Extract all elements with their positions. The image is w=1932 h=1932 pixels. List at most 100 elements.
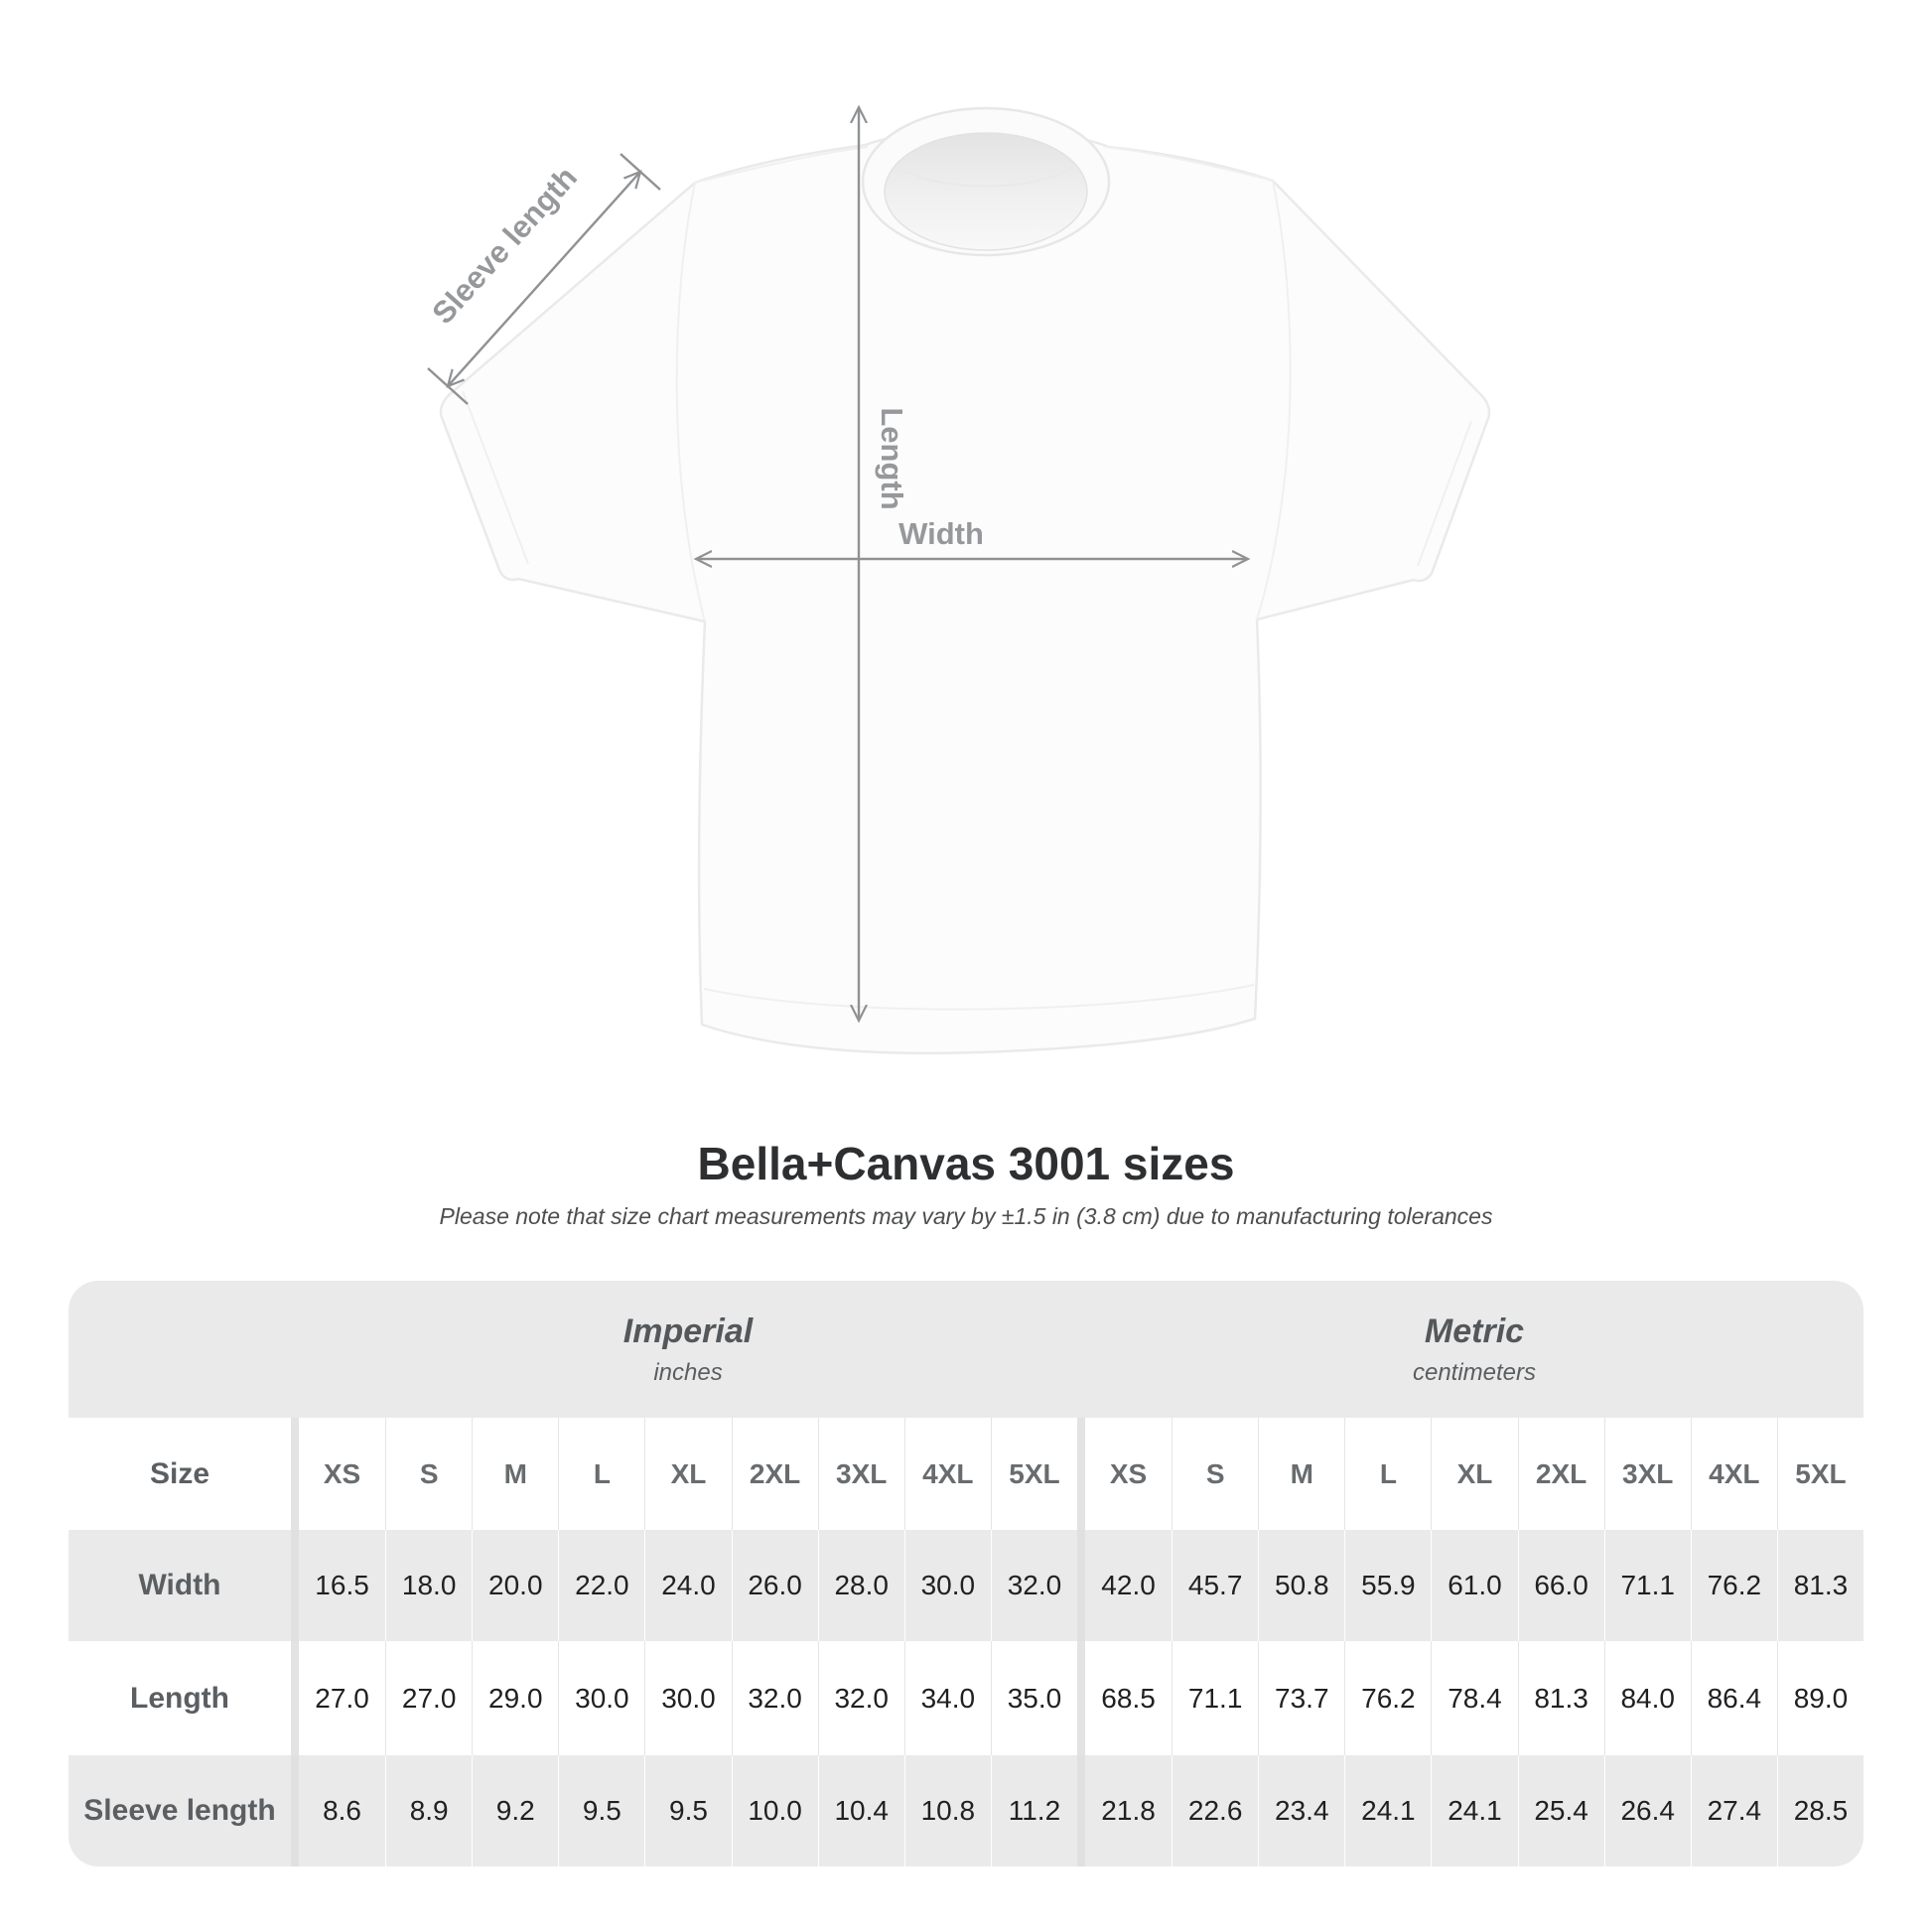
value-cell: 24.1 bbox=[1431, 1755, 1517, 1866]
value-cell: 50.8 bbox=[1258, 1530, 1344, 1641]
value-cell: 66.0 bbox=[1517, 1530, 1604, 1641]
tshirt-seams bbox=[462, 146, 1472, 1011]
value-cell: 30.0 bbox=[644, 1641, 731, 1755]
value-cell: 73.7 bbox=[1258, 1641, 1344, 1755]
value-cell: 55.9 bbox=[1344, 1530, 1431, 1641]
value-cell: 16.5 bbox=[315, 1570, 369, 1600]
tshirt-body bbox=[439, 130, 1491, 1055]
sleeve-length-tick-upper bbox=[620, 153, 661, 191]
value-cell: 22.6 bbox=[1172, 1755, 1258, 1866]
value-cell: 71.1 bbox=[1603, 1530, 1691, 1641]
table-row-width: Width 16.5 18.0 20.0 22.0 24.0 26.0 28.0… bbox=[69, 1530, 1863, 1641]
measurement-arrows bbox=[427, 107, 1248, 1021]
size-cell: 2XL bbox=[731, 1418, 818, 1530]
column-divider bbox=[1077, 1641, 1085, 1755]
size-cell: 3XL bbox=[817, 1418, 904, 1530]
size-cell: 4XL bbox=[1690, 1418, 1777, 1530]
row-label: Length bbox=[130, 1681, 229, 1715]
column-divider bbox=[1077, 1755, 1085, 1866]
value-cell: 76.2 bbox=[1690, 1530, 1777, 1641]
value-cell: 45.7 bbox=[1172, 1530, 1258, 1641]
value-cell: 61.0 bbox=[1431, 1530, 1517, 1641]
imperial-group-unit: inches bbox=[653, 1358, 723, 1386]
imperial-group-title: Imperial bbox=[622, 1311, 754, 1350]
column-divider bbox=[291, 1755, 299, 1866]
row-label: Width bbox=[138, 1569, 221, 1601]
size-cell: L bbox=[1344, 1418, 1431, 1530]
size-cell: 2XL bbox=[1517, 1418, 1604, 1530]
value-cell: 27.0 bbox=[315, 1682, 369, 1714]
value-cell: 18.0 bbox=[385, 1530, 472, 1641]
size-cell: XL bbox=[644, 1418, 731, 1530]
length-label: Length bbox=[875, 407, 909, 509]
metric-group-unit: centimeters bbox=[1412, 1358, 1537, 1386]
value-cell: 32.0 bbox=[990, 1530, 1077, 1641]
value-cell: 22.0 bbox=[558, 1530, 644, 1641]
width-label: Width bbox=[898, 516, 984, 551]
size-cell: 5XL bbox=[1776, 1418, 1863, 1530]
column-divider bbox=[291, 1281, 299, 1418]
size-cell: S bbox=[385, 1418, 472, 1530]
value-cell: 9.5 bbox=[558, 1755, 644, 1866]
value-cell: 86.4 bbox=[1690, 1641, 1777, 1755]
sleeve-length-tick-lower bbox=[427, 367, 469, 405]
column-divider bbox=[1077, 1281, 1085, 1418]
size-cell: M bbox=[1258, 1418, 1344, 1530]
value-cell: 10.4 bbox=[817, 1755, 904, 1866]
value-cell: 21.8 bbox=[1101, 1795, 1156, 1826]
value-cell: 20.0 bbox=[472, 1530, 558, 1641]
value-cell: 25.4 bbox=[1517, 1755, 1604, 1866]
value-cell: 30.0 bbox=[903, 1530, 991, 1641]
size-header-row: Size XS S M L XL 2XL 3XL 4XL 5XL XS S M … bbox=[69, 1418, 1863, 1530]
value-cell: 32.0 bbox=[817, 1641, 904, 1755]
column-divider bbox=[291, 1530, 299, 1641]
row-label: Sleeve length bbox=[83, 1794, 276, 1827]
value-cell: 84.0 bbox=[1603, 1641, 1691, 1755]
column-divider bbox=[1077, 1530, 1085, 1641]
value-cell: 27.0 bbox=[385, 1641, 472, 1755]
imperial-group-header: Imperial inches bbox=[299, 1281, 1077, 1418]
value-cell: 11.2 bbox=[990, 1755, 1077, 1866]
table-row-sleeve-length: Sleeve length 8.6 8.9 9.2 9.5 9.5 10.0 1… bbox=[69, 1755, 1863, 1866]
size-cell: 4XL bbox=[903, 1418, 991, 1530]
column-divider bbox=[291, 1641, 299, 1755]
value-cell: 89.0 bbox=[1776, 1641, 1863, 1755]
size-table: Imperial inches Metric centimeters Size … bbox=[69, 1281, 1863, 1866]
value-cell: 81.3 bbox=[1776, 1530, 1863, 1641]
value-cell: 35.0 bbox=[990, 1641, 1077, 1755]
tshirt-collar bbox=[861, 106, 1111, 257]
value-cell: 23.4 bbox=[1258, 1755, 1344, 1866]
value-cell: 24.1 bbox=[1344, 1755, 1431, 1866]
value-cell: 71.1 bbox=[1172, 1641, 1258, 1755]
value-cell: 81.3 bbox=[1517, 1641, 1604, 1755]
table-row-length: Length 27.0 27.0 29.0 30.0 30.0 32.0 32.… bbox=[69, 1641, 1863, 1755]
value-cell: 76.2 bbox=[1344, 1641, 1431, 1755]
value-cell: 26.0 bbox=[731, 1530, 818, 1641]
size-cell: XL bbox=[1431, 1418, 1517, 1530]
tshirt-illustration: Width Length Sleeve length bbox=[425, 0, 1491, 1055]
tshirt-diagram: Width Length Sleeve length bbox=[425, 0, 1491, 1055]
value-cell: 29.0 bbox=[472, 1641, 558, 1755]
page-title: Bella+Canvas 3001 sizes bbox=[697, 1138, 1235, 1189]
value-cell: 8.6 bbox=[323, 1795, 362, 1826]
value-cell: 24.0 bbox=[644, 1530, 731, 1641]
size-column-header: Size bbox=[149, 1456, 210, 1490]
value-cell: 8.9 bbox=[385, 1755, 472, 1866]
value-cell: 78.4 bbox=[1431, 1641, 1517, 1755]
size-cell: XS bbox=[1109, 1457, 1148, 1489]
size-cell: L bbox=[558, 1418, 644, 1530]
column-divider bbox=[291, 1418, 299, 1530]
metric-group-title: Metric bbox=[1424, 1311, 1525, 1350]
value-cell: 26.4 bbox=[1603, 1755, 1691, 1866]
metric-group-header: Metric centimeters bbox=[1085, 1281, 1863, 1418]
value-cell: 34.0 bbox=[903, 1641, 991, 1755]
band-spacer bbox=[69, 1281, 291, 1418]
value-cell: 32.0 bbox=[731, 1641, 818, 1755]
size-cell: 5XL bbox=[990, 1418, 1077, 1530]
value-cell: 28.5 bbox=[1776, 1755, 1863, 1866]
unit-group-header: Imperial inches Metric centimeters bbox=[69, 1281, 1863, 1418]
tolerance-note: Please note that size chart measurements… bbox=[439, 1203, 1493, 1229]
size-cell: S bbox=[1172, 1418, 1258, 1530]
value-cell: 9.2 bbox=[472, 1755, 558, 1866]
